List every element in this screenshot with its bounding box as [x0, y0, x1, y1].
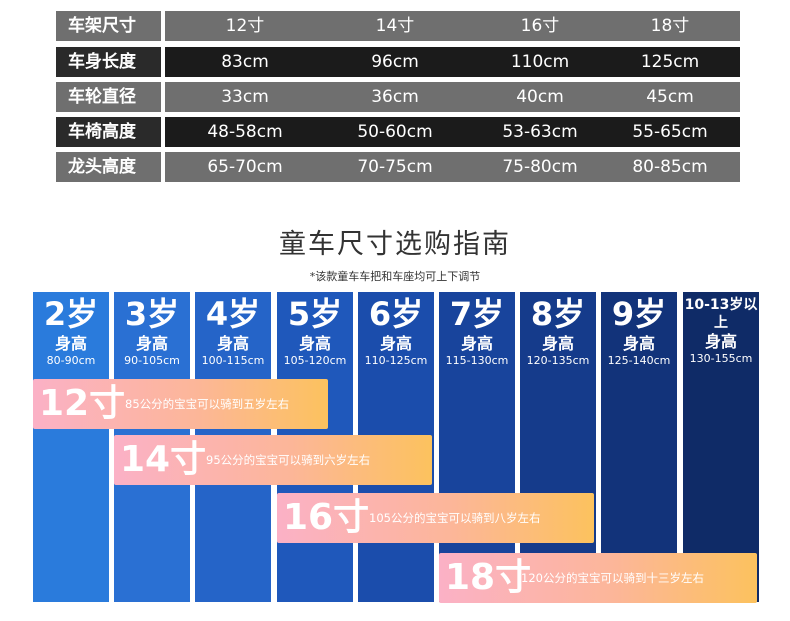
table-cell: 16寸 [520, 16, 560, 36]
bar-description: 105公分的宝宝可以骑到八岁左右 [369, 511, 541, 525]
height-label: 身高 [704, 332, 737, 351]
height-range: 115-130cm [445, 354, 509, 367]
table-cell: 75-80cm [502, 157, 578, 177]
age-column: 7岁 身高 115-130cm [439, 292, 515, 602]
height-range: 120-135cm [526, 354, 590, 367]
table-row: 车轮直径 33cm 36cm 40cm 45cm [56, 82, 740, 112]
table-cell: 14寸 [375, 16, 415, 36]
row-label: 车身长度 [56, 47, 161, 77]
height-range: 90-105cm [124, 354, 180, 367]
height-label: 身高 [135, 334, 168, 353]
height-range: 125-140cm [607, 354, 671, 367]
bar-description: 120公分的宝宝可以骑到十三岁左右 [521, 571, 704, 585]
table-cell: 45cm [646, 87, 694, 107]
table-row: 车架尺寸 12寸 14寸 16寸 18寸 [56, 11, 740, 41]
height-range: 105-120cm [283, 354, 347, 367]
height-label: 身高 [622, 334, 655, 353]
bar-size-label: 12寸 [39, 383, 126, 424]
table-cell: 110cm [510, 52, 570, 72]
table-cell: 55-65cm [632, 122, 708, 142]
table-row: 龙头高度 65-70cm 70-75cm 75-80cm 80-85cm [56, 152, 740, 182]
table-cell: 53-63cm [502, 122, 578, 142]
height-label: 身高 [541, 334, 574, 353]
bar-description: 95公分的宝宝可以骑到六岁左右 [206, 453, 371, 467]
table-cell: 36cm [371, 87, 419, 107]
height-label: 身高 [216, 334, 249, 353]
row-label: 车架尺寸 [56, 11, 161, 41]
table-row: 车身长度 83cm 96cm 110cm 125cm [56, 47, 740, 77]
age-label: 10-13岁以上 [684, 297, 758, 331]
bar-size-label: 18寸 [445, 557, 532, 598]
age-label: 9岁 [611, 295, 667, 333]
age-column: 2岁 身高 80-90cm [33, 292, 109, 602]
table-row: 车椅高度 48-58cm 50-60cm 53-63cm 55-65cm [56, 117, 740, 147]
age-column: 9岁 身高 125-140cm [601, 292, 677, 602]
size-bar-16: 16寸 105公分的宝宝可以骑到八岁左右 [277, 493, 594, 543]
size-bar-14: 14寸 95公分的宝宝可以骑到六岁左右 [114, 435, 432, 485]
table-cell: 40cm [516, 87, 564, 107]
bar-size-label: 16寸 [283, 497, 370, 538]
table-cell: 50-60cm [357, 122, 433, 142]
bar-size-label: 14寸 [120, 439, 207, 480]
height-range: 110-125cm [364, 354, 428, 367]
size-bar-18: 18寸 120公分的宝宝可以骑到十三岁左右 [439, 553, 757, 603]
age-column: 10-13岁以上 身高 130-155cm [683, 292, 759, 602]
table-cell: 80-85cm [632, 157, 708, 177]
table-cell: 125cm [640, 52, 700, 72]
height-label: 身高 [298, 334, 331, 353]
table-cell: 83cm [221, 52, 269, 72]
guide-title: 童车尺寸选购指南 [279, 229, 511, 260]
table-cell: 65-70cm [207, 157, 283, 177]
age-label: 2岁 [43, 295, 99, 333]
row-label: 车椅高度 [56, 117, 161, 147]
height-label: 身高 [54, 334, 87, 353]
table-cell: 70-75cm [357, 157, 433, 177]
size-bar-12: 12寸 85公分的宝宝可以骑到五岁左右 [33, 379, 328, 429]
age-column: 8岁 身高 120-135cm [520, 292, 596, 602]
table-cell: 96cm [371, 52, 419, 72]
row-label: 车轮直径 [56, 82, 161, 112]
table-cell: 18寸 [650, 16, 690, 36]
table-cell: 33cm [221, 87, 269, 107]
age-label: 3岁 [124, 295, 180, 333]
age-label: 5岁 [287, 295, 343, 333]
table-cell: 12寸 [225, 16, 265, 36]
height-label: 身高 [460, 334, 493, 353]
height-range: 80-90cm [46, 354, 96, 367]
table-cell: 48-58cm [207, 122, 283, 142]
row-label: 龙头高度 [56, 152, 161, 182]
age-label: 7岁 [449, 295, 505, 333]
bar-description: 85公分的宝宝可以骑到五岁左右 [125, 397, 290, 411]
height-label: 身高 [379, 334, 412, 353]
age-label: 6岁 [368, 295, 424, 333]
age-label: 8岁 [530, 295, 586, 333]
height-range: 130-155cm [689, 352, 753, 365]
age-label: 4岁 [205, 295, 261, 333]
height-range: 100-115cm [201, 354, 265, 367]
guide-note: *该款童车车把和车座均可上下调节 [309, 270, 481, 283]
